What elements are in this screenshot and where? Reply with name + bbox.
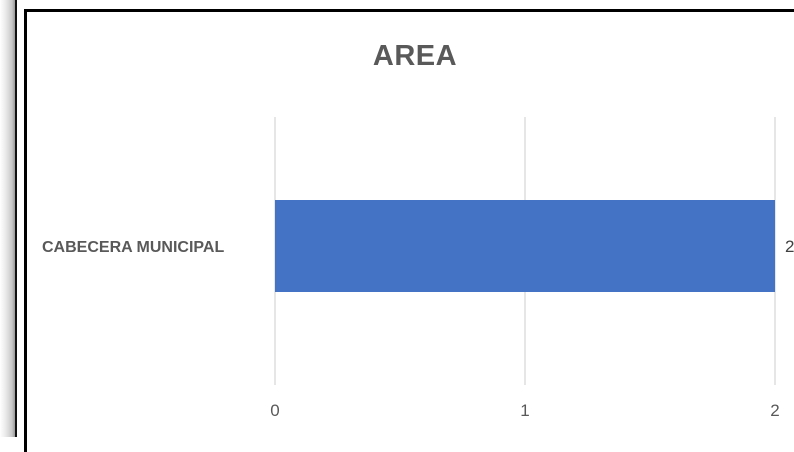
x-tick-label-2: 2 [770, 401, 779, 420]
category-label-0: CABECERA MUNICIPAL [42, 239, 224, 256]
left-panel-edge [0, 0, 17, 437]
chart-plot-area: CABECERA MUNICIPAL 0 1 2 2 [42, 117, 794, 420]
x-tick-label-0: 0 [270, 401, 279, 420]
data-label-0: 2 [785, 237, 794, 256]
chart-title: AREA [372, 40, 458, 72]
x-tick-label-1: 1 [520, 401, 529, 420]
bar-0 [275, 200, 775, 292]
